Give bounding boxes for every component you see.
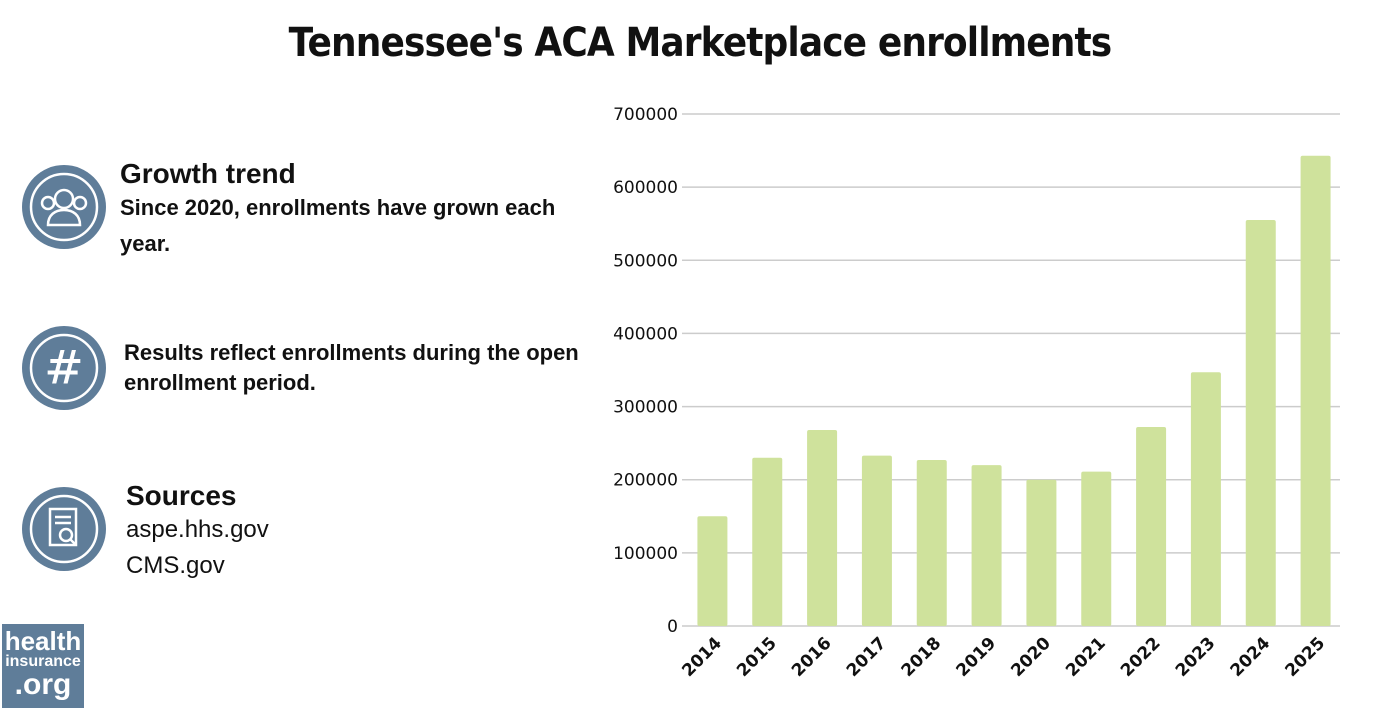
y-tick-label: 100000 xyxy=(613,544,678,564)
x-tick-label: 2015 xyxy=(733,633,781,681)
y-tick-label: 400000 xyxy=(613,324,678,344)
x-tick-label: 2023 xyxy=(1172,633,1220,681)
y-tick-label: 700000 xyxy=(613,105,678,125)
x-tick-label: 2019 xyxy=(953,633,1001,681)
bar-2024 xyxy=(1245,220,1276,627)
page-title: Tennessee's ACA Marketplace enrollments xyxy=(288,20,1113,66)
bar-2014 xyxy=(697,516,728,626)
x-tick-label: 2020 xyxy=(1007,633,1055,681)
sources-heading: Sources xyxy=(126,480,237,511)
source-link[interactable]: CMS.gov xyxy=(126,552,225,579)
x-tick-label: 2021 xyxy=(1062,633,1110,681)
x-tick-label: 2024 xyxy=(1227,633,1275,681)
bar-2021 xyxy=(1081,471,1112,626)
x-tick-label: 2018 xyxy=(898,633,946,681)
hashtag-icon: # xyxy=(22,326,106,410)
bar-2015 xyxy=(752,457,783,626)
x-tick-label: 2016 xyxy=(788,633,836,681)
x-tick-label: 2025 xyxy=(1282,633,1330,681)
source-link[interactable]: aspe.hhs.gov xyxy=(126,516,269,543)
y-tick-label: 200000 xyxy=(613,471,678,491)
x-tick-label: 2017 xyxy=(843,633,891,681)
people-icon xyxy=(22,165,106,249)
y-tick-label: 600000 xyxy=(613,178,678,198)
svg-text:#: # xyxy=(44,340,84,396)
y-tick-label: 0 xyxy=(667,617,678,637)
bar-2020 xyxy=(1026,479,1057,626)
growth-heading: Growth trend xyxy=(120,158,296,189)
growth-text: Since 2020, enrollments have grown each … xyxy=(120,195,556,256)
healthinsurance-org-logo: health insurance .org xyxy=(2,624,84,708)
sources-block: Sources aspe.hhs.gov CMS.gov xyxy=(126,480,586,584)
growth-trend-block: Growth trend Since 2020, enrollments hav… xyxy=(120,158,580,262)
note-block: Results reflect enrollments during the o… xyxy=(124,338,584,398)
bar-2016 xyxy=(807,429,838,626)
bar-2025 xyxy=(1300,155,1331,627)
x-tick-label: 2014 xyxy=(678,633,726,681)
bar-2023 xyxy=(1190,372,1221,626)
bar-2022 xyxy=(1136,427,1167,626)
x-tick-label: 2022 xyxy=(1117,633,1165,681)
document-search-icon xyxy=(22,487,106,571)
bar-2018 xyxy=(916,459,947,626)
note-text: Results reflect enrollments during the o… xyxy=(124,340,579,395)
bar-2019 xyxy=(971,465,1002,626)
y-tick-label: 500000 xyxy=(613,251,678,271)
bar-2017 xyxy=(861,455,892,626)
y-tick-label: 300000 xyxy=(613,398,678,418)
